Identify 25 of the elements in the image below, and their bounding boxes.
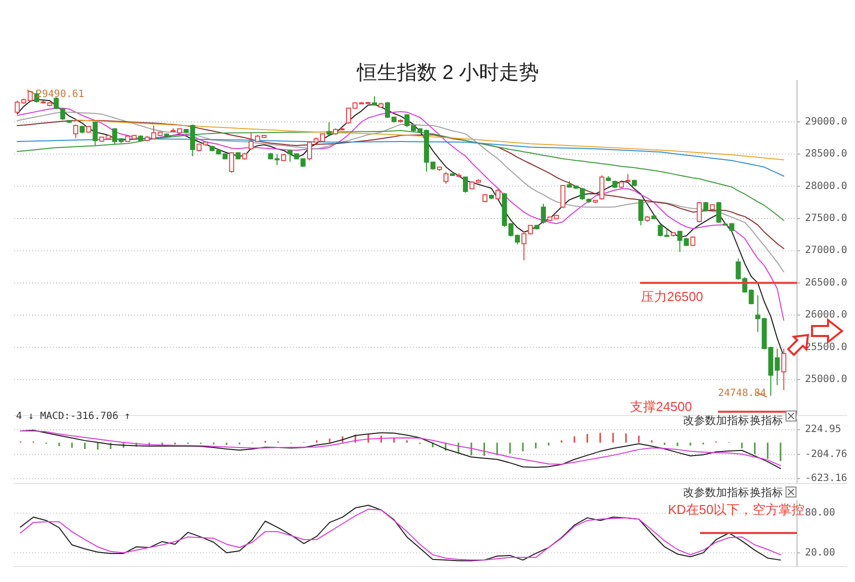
text: 换指标 xyxy=(750,487,783,499)
annotation: 4 ↓ MACD:-316.706 ↑ xyxy=(16,411,130,422)
y-tick-label: 27500.0 xyxy=(805,213,848,224)
annotation: 24748.84 xyxy=(718,388,766,399)
y-tick-label: 26000.0 xyxy=(805,310,848,321)
y-tick-label: -623.16 xyxy=(805,473,848,484)
annotation: 换指标 xyxy=(750,415,783,427)
y-tick-label: 27000.0 xyxy=(805,245,848,256)
ref-line-label: 支撑24500 xyxy=(630,398,692,414)
y-tick-label: 20.00 xyxy=(805,547,836,558)
text: 加指标 xyxy=(716,486,749,499)
y-tick-label: 224.95 xyxy=(805,424,842,436)
y-tick-label: 80.00 xyxy=(805,508,836,519)
annotation: 加指标 xyxy=(716,414,749,427)
text: 改参数 xyxy=(683,486,716,499)
chart-title: 恒生指数 2 小时走势 xyxy=(356,62,540,84)
y-tick-label: 28000.0 xyxy=(805,180,848,192)
y-tick-label: 26500.0 xyxy=(805,277,848,288)
y-tick-label: 25000.0 xyxy=(805,374,848,386)
annotation: 改参数 xyxy=(683,414,716,427)
ref-line-label: 压力26500 xyxy=(641,288,704,304)
y-tick-label: 29000.0 xyxy=(805,116,848,128)
annotation: KD在50以下，空方掌控 xyxy=(668,502,805,517)
y-tick-label: 28500.0 xyxy=(805,148,848,160)
y-tick-label: -204.76 xyxy=(805,448,848,460)
